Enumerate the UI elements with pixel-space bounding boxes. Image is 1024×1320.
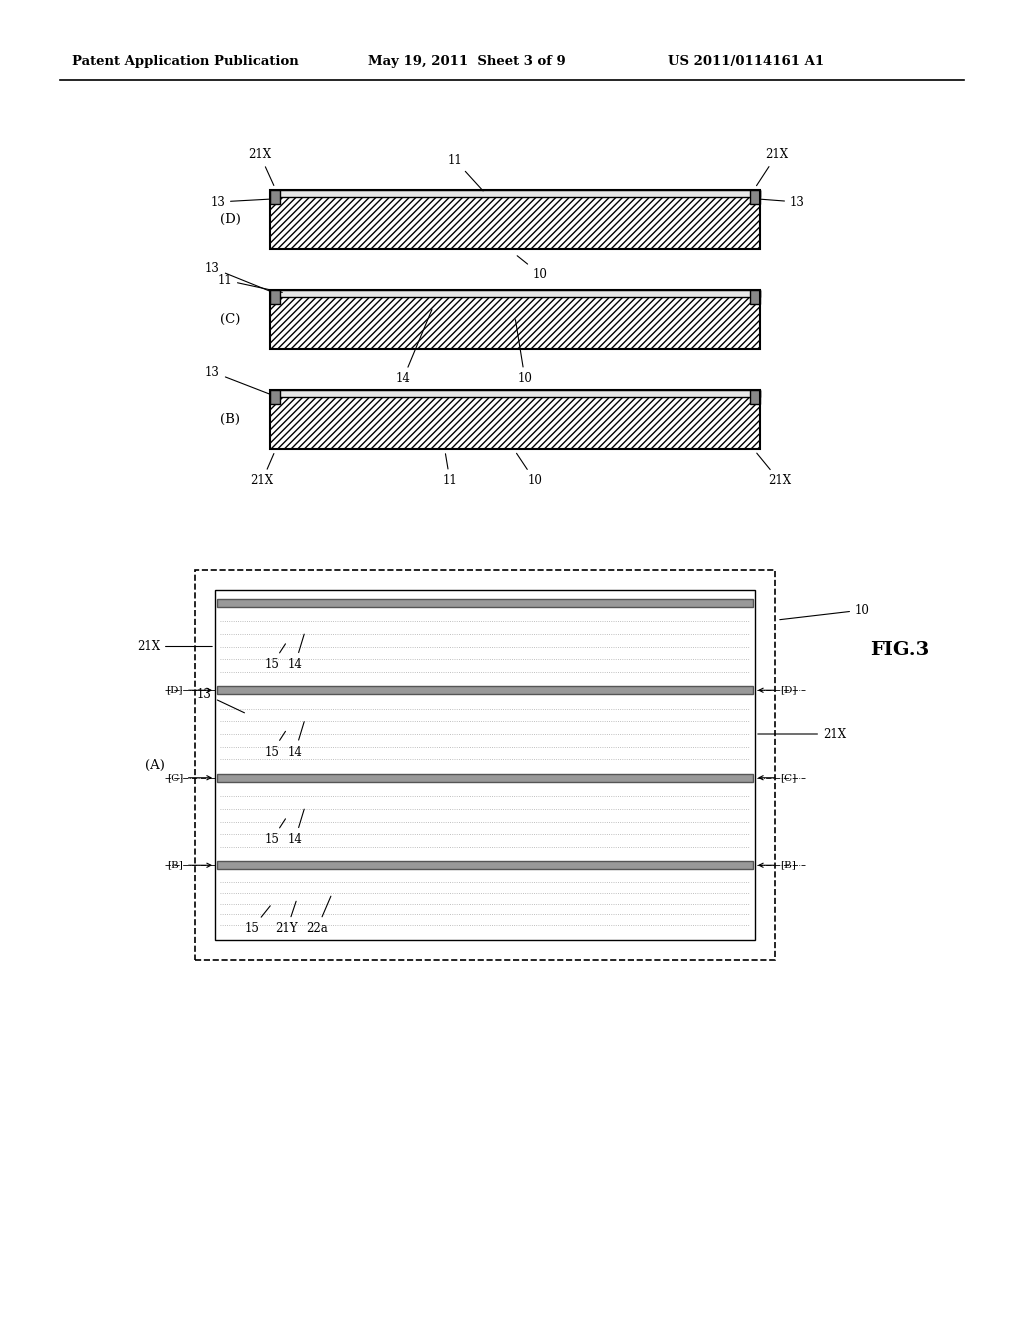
Bar xyxy=(270,290,760,297)
Text: 10: 10 xyxy=(515,319,532,385)
Bar xyxy=(270,290,760,348)
Text: 11: 11 xyxy=(442,454,458,487)
Text: 14: 14 xyxy=(288,634,304,671)
Text: 15: 15 xyxy=(245,906,270,935)
Text: (A): (A) xyxy=(145,759,165,771)
Text: Patent Application Publication: Patent Application Publication xyxy=(72,55,299,69)
Text: 22a: 22a xyxy=(306,896,331,935)
Text: 15: 15 xyxy=(264,731,286,759)
Bar xyxy=(270,397,760,449)
Bar xyxy=(270,290,280,304)
Text: [B]: [B] xyxy=(759,861,796,870)
Bar xyxy=(270,197,760,249)
Text: FIG.3: FIG.3 xyxy=(870,642,929,659)
Text: [C]: [C] xyxy=(167,774,211,783)
Bar xyxy=(270,389,760,449)
Text: 10: 10 xyxy=(517,256,548,281)
Text: 15: 15 xyxy=(264,644,286,671)
Bar xyxy=(750,290,760,304)
Text: 11: 11 xyxy=(447,153,483,191)
Text: 21Y: 21Y xyxy=(275,902,298,935)
Text: [C]: [C] xyxy=(759,774,797,783)
Text: [D]: [D] xyxy=(167,686,211,694)
Text: [B]: [B] xyxy=(167,861,211,870)
Bar xyxy=(270,190,280,205)
Bar xyxy=(270,190,760,197)
Bar xyxy=(217,774,753,781)
Text: US 2011/0114161 A1: US 2011/0114161 A1 xyxy=(668,55,824,69)
Text: 14: 14 xyxy=(288,722,304,759)
Bar xyxy=(215,590,755,940)
Bar xyxy=(217,861,753,870)
Text: 21X: 21X xyxy=(137,640,212,653)
Text: 13: 13 xyxy=(198,688,245,713)
Text: 14: 14 xyxy=(395,310,432,385)
Text: 21X: 21X xyxy=(757,149,788,186)
Text: 13: 13 xyxy=(205,261,269,290)
Text: (C): (C) xyxy=(220,313,241,326)
Text: 21X: 21X xyxy=(757,453,792,487)
Text: [D]: [D] xyxy=(759,686,797,694)
Text: 10: 10 xyxy=(779,603,869,619)
Bar xyxy=(217,686,753,694)
Text: 21X: 21X xyxy=(758,727,846,741)
Text: 14: 14 xyxy=(288,809,304,846)
Text: 10: 10 xyxy=(516,453,543,487)
Bar xyxy=(270,389,760,397)
Bar xyxy=(195,570,775,960)
Text: 13: 13 xyxy=(205,366,269,393)
Bar xyxy=(270,190,760,249)
Text: 21X: 21X xyxy=(249,149,273,186)
Bar xyxy=(270,297,760,348)
Text: 13: 13 xyxy=(210,195,269,209)
Text: May 19, 2011  Sheet 3 of 9: May 19, 2011 Sheet 3 of 9 xyxy=(368,55,565,69)
Text: (D): (D) xyxy=(219,213,241,226)
Text: 13: 13 xyxy=(761,195,805,209)
Text: 15: 15 xyxy=(264,818,286,846)
Bar xyxy=(270,389,280,404)
Text: (B): (B) xyxy=(220,412,240,425)
Bar xyxy=(750,389,760,404)
Text: 21X: 21X xyxy=(251,454,273,487)
Text: 11: 11 xyxy=(217,273,283,293)
Bar xyxy=(217,599,753,607)
Bar xyxy=(750,190,760,205)
